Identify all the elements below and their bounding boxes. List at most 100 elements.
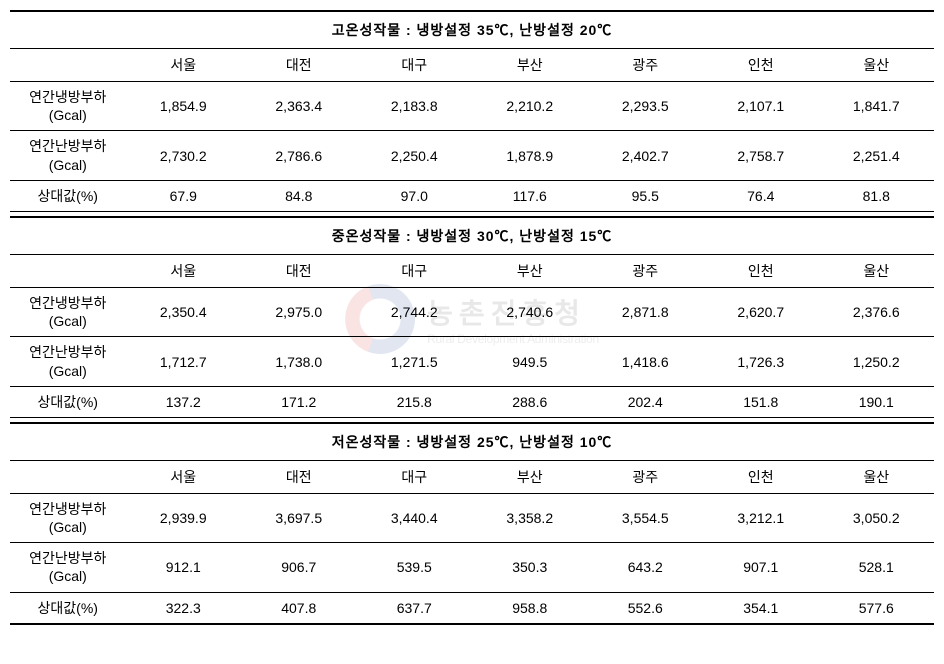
data-table: 저온성작물 : 냉방설정 25℃, 난방설정 10℃서울대전대구부산광주인천울산… [10,422,934,625]
data-cell: 552.6 [588,592,704,624]
city-header: 울산 [819,460,935,493]
data-cell: 2,939.9 [126,493,242,542]
data-cell: 2,620.7 [703,287,819,336]
table-row: 연간냉방부하(Gcal)1,854.92,363.42,183.82,210.2… [10,82,934,131]
city-header: 인천 [703,254,819,287]
city-header: 대전 [241,254,357,287]
row-label: 상대값(%) [10,180,126,211]
data-cell: 3,050.2 [819,493,935,542]
data-cell: 2,786.6 [241,131,357,180]
data-cell: 1,738.0 [241,337,357,386]
city-header: 울산 [819,49,935,82]
city-header: 대구 [357,254,473,287]
data-cell: 81.8 [819,180,935,211]
data-cell: 2,250.4 [357,131,473,180]
city-header: 대전 [241,49,357,82]
data-cell: 322.3 [126,592,242,624]
city-header: 대구 [357,49,473,82]
data-cell: 912.1 [126,543,242,592]
table-section: 저온성작물 : 냉방설정 25℃, 난방설정 10℃서울대전대구부산광주인천울산… [10,422,934,625]
city-header: 서울 [126,254,242,287]
data-cell: 350.3 [472,543,588,592]
data-cell: 2,107.1 [703,82,819,131]
data-cell: 637.7 [357,592,473,624]
data-cell: 3,440.4 [357,493,473,542]
data-cell: 1,854.9 [126,82,242,131]
data-cell: 190.1 [819,386,935,417]
data-cell: 1,271.5 [357,337,473,386]
data-cell: 528.1 [819,543,935,592]
table-row: 연간냉방부하(Gcal)2,939.93,697.53,440.43,358.2… [10,493,934,542]
table-row: 상대값(%)322.3407.8637.7958.8552.6354.1577.… [10,592,934,624]
table-row: 연간난방부하(Gcal)1,712.71,738.01,271.5949.51,… [10,337,934,386]
data-cell: 202.4 [588,386,704,417]
section-title: 중온성작물 : 냉방설정 30℃, 난방설정 15℃ [10,217,934,255]
data-cell: 137.2 [126,386,242,417]
data-cell: 2,740.6 [472,287,588,336]
data-cell: 97.0 [357,180,473,211]
table-row: 연간냉방부하(Gcal)2,350.42,975.02,744.22,740.6… [10,287,934,336]
row-label: 연간난방부하(Gcal) [10,131,126,180]
city-header: 광주 [588,254,704,287]
city-header: 부산 [472,49,588,82]
data-cell: 1,418.6 [588,337,704,386]
data-cell: 3,212.1 [703,493,819,542]
data-cell: 2,730.2 [126,131,242,180]
data-cell: 3,358.2 [472,493,588,542]
city-header: 부산 [472,254,588,287]
city-header: 서울 [126,49,242,82]
row-label: 연간난방부하(Gcal) [10,543,126,592]
data-cell: 2,376.6 [819,287,935,336]
data-cell: 3,697.5 [241,493,357,542]
header-blank [10,460,126,493]
row-label: 상대값(%) [10,592,126,624]
row-label: 연간냉방부하(Gcal) [10,287,126,336]
data-cell: 2,251.4 [819,131,935,180]
data-cell: 1,878.9 [472,131,588,180]
row-label: 상대값(%) [10,386,126,417]
city-header: 서울 [126,460,242,493]
data-cell: 539.5 [357,543,473,592]
data-cell: 3,554.5 [588,493,704,542]
table-row: 상대값(%)67.984.897.0117.695.576.481.8 [10,180,934,211]
data-cell: 2,871.8 [588,287,704,336]
data-cell: 215.8 [357,386,473,417]
data-cell: 151.8 [703,386,819,417]
data-cell: 906.7 [241,543,357,592]
data-table: 고온성작물 : 냉방설정 35℃, 난방설정 20℃서울대전대구부산광주인천울산… [10,10,934,212]
city-header: 부산 [472,460,588,493]
data-cell: 2,402.7 [588,131,704,180]
data-cell: 288.6 [472,386,588,417]
data-cell: 1,841.7 [819,82,935,131]
data-cell: 577.6 [819,592,935,624]
city-header: 대전 [241,460,357,493]
data-cell: 354.1 [703,592,819,624]
data-cell: 76.4 [703,180,819,211]
data-cell: 407.8 [241,592,357,624]
city-header: 광주 [588,49,704,82]
data-cell: 117.6 [472,180,588,211]
data-cell: 2,744.2 [357,287,473,336]
table-section: 중온성작물 : 냉방설정 30℃, 난방설정 15℃서울대전대구부산광주인천울산… [10,216,934,418]
data-cell: 95.5 [588,180,704,211]
data-cell: 1,712.7 [126,337,242,386]
data-cell: 84.8 [241,180,357,211]
city-header: 광주 [588,460,704,493]
data-cell: 2,350.4 [126,287,242,336]
data-cell: 1,250.2 [819,337,935,386]
section-title: 고온성작물 : 냉방설정 35℃, 난방설정 20℃ [10,11,934,49]
city-header: 울산 [819,254,935,287]
header-blank [10,254,126,287]
data-cell: 2,293.5 [588,82,704,131]
table-row: 연간난방부하(Gcal)912.1906.7539.5350.3643.2907… [10,543,934,592]
city-header: 인천 [703,460,819,493]
data-cell: 2,975.0 [241,287,357,336]
city-header: 인천 [703,49,819,82]
tables-container: 고온성작물 : 냉방설정 35℃, 난방설정 20℃서울대전대구부산광주인천울산… [10,10,934,625]
row-label: 연간난방부하(Gcal) [10,337,126,386]
data-cell: 2,758.7 [703,131,819,180]
data-cell: 67.9 [126,180,242,211]
table-section: 고온성작물 : 냉방설정 35℃, 난방설정 20℃서울대전대구부산광주인천울산… [10,10,934,212]
section-title: 저온성작물 : 냉방설정 25℃, 난방설정 10℃ [10,423,934,461]
city-header: 대구 [357,460,473,493]
